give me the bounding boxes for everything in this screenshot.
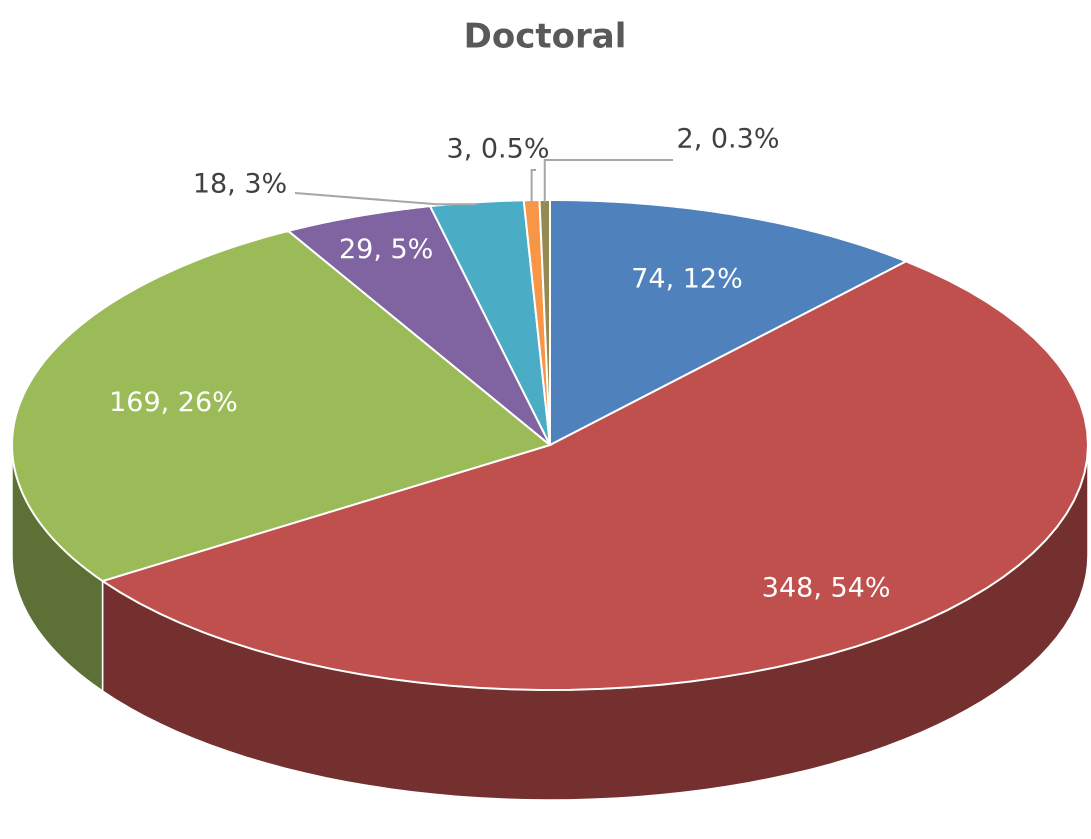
data-label: 18, 3% <box>193 169 287 200</box>
data-label: 169, 26% <box>109 387 238 418</box>
slice <box>100 260 1090 691</box>
slice <box>11 229 553 583</box>
slice <box>286 205 551 446</box>
slice <box>549 198 909 447</box>
leader-line <box>294 192 477 206</box>
data-label: 2, 0.3% <box>677 124 780 155</box>
data-label: 3, 0.5% <box>447 134 550 165</box>
data-label: 29, 5% <box>339 234 433 265</box>
chart-title: Doctoral <box>464 17 627 57</box>
leader-line <box>530 169 536 203</box>
data-label: 348, 54% <box>762 572 891 603</box>
data-label: 74, 12% <box>631 264 743 295</box>
leader-line <box>543 159 673 203</box>
